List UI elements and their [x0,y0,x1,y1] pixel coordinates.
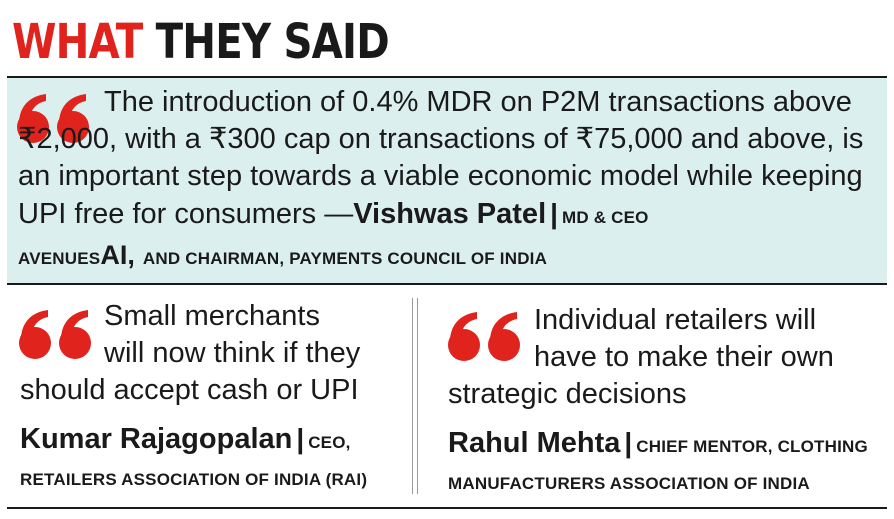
featured-speaker-role: MD & CEO [561,208,649,227]
quote-kumar-line2: will now think if they [104,337,361,369]
featured-quote-body: ₹2,000, with a ₹300 cap on transactions … [18,123,864,230]
speaker-role-kumar: CEO, [308,433,351,452]
attribution-separator: | [296,423,305,454]
speaker-org-rahul: MANUFACTURERS ASSOCIATION OF INDIA [448,474,810,493]
open-quote-icon [19,310,91,359]
org-prefix: AVENUES [18,249,101,268]
quote-kumar-line3: should accept cash or UPI [20,374,359,406]
quote-kumar: Small merchants will now think if they s… [20,298,410,409]
column-divider [412,298,418,494]
speaker-role-rahul: CHIEF MENTOR, CLOTHING [636,437,868,456]
quote-kumar-line1: Small merchants [104,300,320,332]
quote-rahul-line3: strategic decisions [448,378,687,410]
featured-quote: The introduction of 0.4% MDR on P2M tran… [18,84,878,276]
quote-rahul: Individual retailers will have to make t… [448,302,878,413]
speaker-org-kumar: RETAILERS ASSOCIATION OF INDIA (RAI) [20,470,368,489]
attribution-separator: | [624,427,633,458]
open-quote-icon [448,312,520,361]
secondary-quotes-panel [7,291,887,509]
org-ai: AI, [100,240,135,270]
open-quote-icon [17,94,89,143]
attribution-rahul: Rahul Mehta | CHIEF MENTOR, CLOTHING MANUF… [448,426,888,501]
featured-speaker-name: Vishwas Patel [353,198,547,230]
quote-rahul-line1: Individual retailers will [534,304,817,336]
heading-black-words: THEY SAID [155,14,390,70]
attribution-kumar: Kumar Rajagopalan | CEO, RETAILERS ASSOCIA… [20,422,410,497]
quote-rahul-line2: have to make their own [534,341,834,373]
heading-red-word: WHAT [12,14,143,70]
featured-quote-line1: The introduction of 0.4% MDR on P2M tran… [104,86,852,118]
featured-quote-panel [7,76,887,285]
org-suffix: AND CHAIRMAN, PAYMENTS COUNCIL OF INDIA [142,249,548,268]
speaker-name-kumar: Kumar Rajagopalan [20,423,293,455]
attribution-separator: | [550,198,558,229]
featured-speaker-org: AVENUESAI, AND CHAIRMAN, PAYMENTS COUNCI… [18,238,878,276]
page-heading: WHAT THEY SAID [12,14,390,70]
speaker-name-rahul: Rahul Mehta [448,427,621,459]
